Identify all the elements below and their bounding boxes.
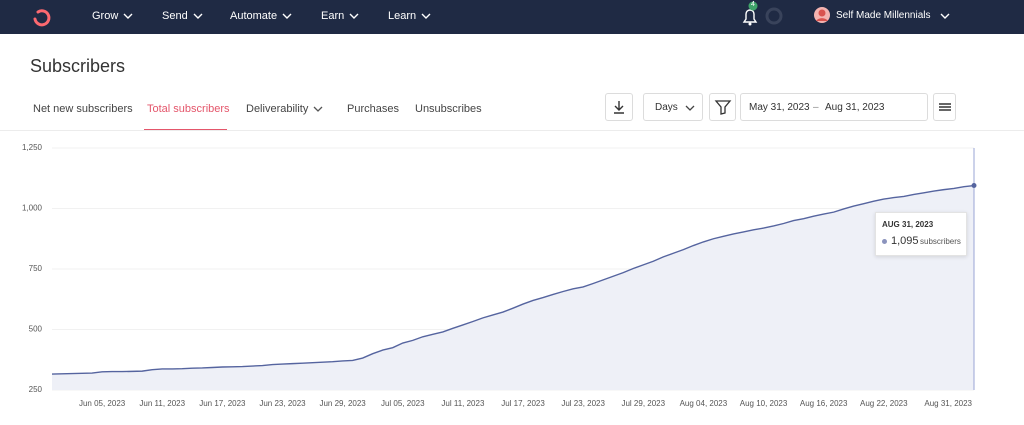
notification-count: 4 xyxy=(751,1,755,8)
tooltip: AUG 31, 2023 1,095 subscribers xyxy=(875,212,967,256)
x-tick-label: Jun 05, 2023 xyxy=(79,399,126,408)
nav-item[interactable]: Earn xyxy=(321,10,345,22)
chevron xyxy=(421,13,431,19)
tab[interactable]: Net new subscribers xyxy=(33,103,133,115)
chevron xyxy=(349,13,359,19)
divider xyxy=(0,130,1024,131)
avatar[interactable] xyxy=(813,6,831,24)
x-tick-label: Jul 05, 2023 xyxy=(381,399,425,408)
x-tick-label: Aug 16, 2023 xyxy=(800,399,848,408)
nav-item[interactable]: Send xyxy=(162,10,188,22)
x-tick-label: Jul 29, 2023 xyxy=(621,399,665,408)
line xyxy=(51,184,975,375)
tooltip-value: 1,095 xyxy=(891,235,919,247)
account-name[interactable]: Self Made Millennials xyxy=(836,10,931,21)
y-tick-label: 750 xyxy=(29,264,43,273)
notification-icons[interactable] xyxy=(740,0,790,34)
tab[interactable]: Total subscribers xyxy=(147,103,230,115)
tab[interactable]: Purchases xyxy=(347,103,399,115)
date-separator: – xyxy=(813,102,819,113)
chevron xyxy=(123,13,133,19)
chevron xyxy=(313,106,323,112)
area-fill xyxy=(52,185,974,390)
page-title: Subscribers xyxy=(30,56,126,76)
x-tick-label: Aug 31, 2023 xyxy=(924,399,972,408)
y-tick-label: 250 xyxy=(29,385,43,394)
tab[interactable]: Deliverability xyxy=(246,103,309,115)
chevron xyxy=(282,13,292,19)
chevron xyxy=(940,13,950,19)
x-tick-label: Jul 17, 2023 xyxy=(501,399,545,408)
download-button[interactable] xyxy=(605,93,633,121)
x-tick-label: Aug 10, 2023 xyxy=(740,399,788,408)
filter-button[interactable] xyxy=(709,93,736,121)
nav-item[interactable]: Learn xyxy=(388,10,417,22)
x-tick-label: Jul 23, 2023 xyxy=(561,399,605,408)
interval-dropdown[interactable]: Days xyxy=(643,93,703,121)
x-tick-label: Jun 29, 2023 xyxy=(319,399,366,408)
x-tick-label: Jun 11, 2023 xyxy=(139,399,185,408)
y-tick-label: 1,000 xyxy=(22,204,43,213)
hover-point xyxy=(971,183,977,189)
tab[interactable]: Unsubscribes xyxy=(415,103,482,115)
tooltip-dot xyxy=(882,239,887,244)
date-start: May 31, 2023 xyxy=(749,102,810,113)
date-end: Aug 31, 2023 xyxy=(825,102,885,113)
date-range[interactable]: May 31, 2023 – Aug 31, 2023 xyxy=(740,93,928,121)
x-tick-label: Jul 11, 2023 xyxy=(441,399,485,408)
nav-item[interactable]: Grow xyxy=(92,10,119,22)
x-tick-label: Aug 22, 2023 xyxy=(860,399,908,408)
tooltip-date: AUG 31, 2023 xyxy=(882,220,934,229)
tooltip-unit: subscribers xyxy=(920,237,961,246)
nav-item[interactable]: Automate xyxy=(230,10,278,22)
top-nav: Grow Send Automate Earn Learn 4 Self Made Mi… xyxy=(0,0,1024,34)
y-tick-label: 500 xyxy=(29,325,43,334)
y-tick-label: 1,250 xyxy=(22,143,43,152)
x-tick-label: Jun 23, 2023 xyxy=(259,399,306,408)
menu-button[interactable] xyxy=(933,93,956,121)
interval-label: Days xyxy=(655,102,678,113)
x-tick-label: Jun 17, 2023 xyxy=(199,399,246,408)
x-tick-label: Aug 04, 2023 xyxy=(680,399,728,408)
chevron xyxy=(193,13,203,19)
logo[interactable] xyxy=(30,6,52,28)
